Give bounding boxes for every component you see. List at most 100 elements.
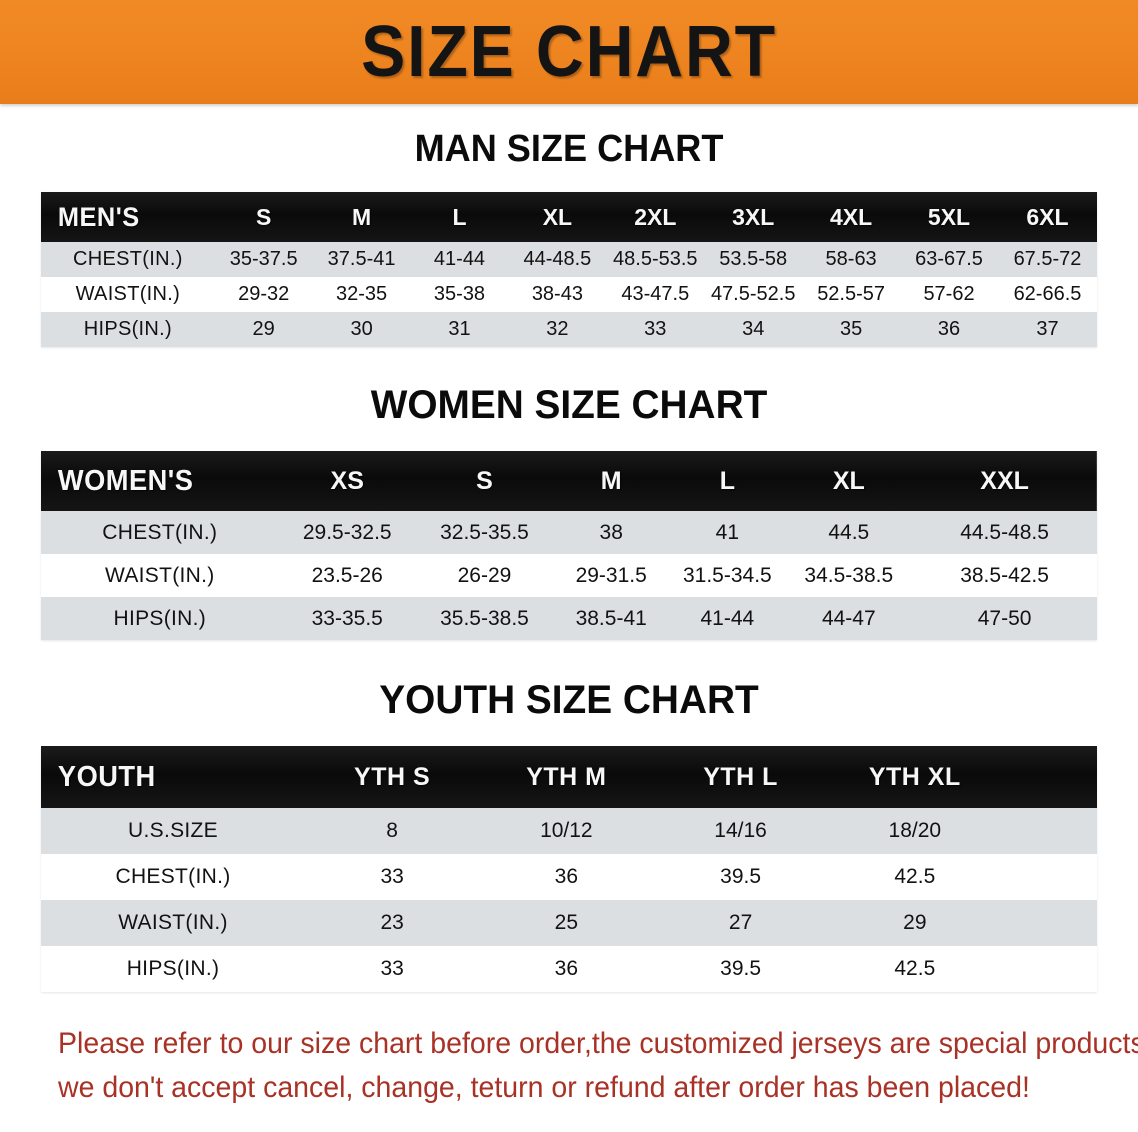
- youth-size-table: YOUTH YTH S YTH M YTH L YTH XL U.S.SIZE …: [41, 746, 1097, 992]
- man-hips-s: 29: [252, 318, 275, 340]
- man-size-table-wrapper: MEN'S S M L XL 2XL 3XL 4XL 5XL 6XL CHEST…: [41, 192, 1097, 347]
- man-size-col-2xl: 2XL: [634, 203, 677, 230]
- man-hips-l: 31: [448, 318, 471, 340]
- women-size-table-wrapper: WOMEN'S XS S M L XL XXL CHEST(IN.) 29.5-…: [41, 451, 1097, 640]
- man-row-label-waist: WAIST(IN.): [75, 283, 181, 305]
- youth-waist-xl: 29: [903, 911, 927, 934]
- youth-row-label-chest: CHEST(IN.): [115, 865, 231, 888]
- man-row-label-chest: CHEST(IN.): [73, 248, 183, 270]
- man-table-header-row: MEN'S S M L XL 2XL 3XL 4XL 5XL 6XL: [41, 192, 1097, 242]
- table-row: HIPS(IN.) 33-35.5 35.5-38.5 38.5-41 41-4…: [41, 597, 1097, 640]
- women-size-col-xl: XL: [832, 466, 865, 495]
- table-row: CHEST(IN.) 35-37.5 37.5-41 41-44 44-48.5…: [41, 242, 1097, 277]
- youth-ussize-l: 14/16: [714, 819, 767, 842]
- table-row: WAIST(IN.) 23.5-26 26-29 29-31.5 31.5-34…: [41, 554, 1097, 597]
- youth-chest-l: 39.5: [720, 865, 762, 888]
- women-waist-xl: 34.5-38.5: [804, 563, 894, 587]
- women-size-col-m: M: [600, 466, 622, 495]
- man-size-col-6xl: 6XL: [1026, 203, 1069, 230]
- women-table-header-row: WOMEN'S XS S M L XL XXL: [41, 451, 1097, 511]
- youth-row-label-ussize: U.S.SIZE: [128, 819, 218, 842]
- page-banner: SIZE CHART: [0, 0, 1138, 104]
- man-hips-xl: 32: [546, 318, 569, 340]
- women-chest-xs: 29.5-32.5: [302, 520, 392, 544]
- man-size-table: MEN'S S M L XL 2XL 3XL 4XL 5XL 6XL CHEST…: [41, 192, 1097, 347]
- women-chest-l: 41: [715, 520, 740, 544]
- table-row: U.S.SIZE 8 10/12 14/16 18/20: [41, 808, 1097, 854]
- man-size-col-l: L: [452, 203, 467, 230]
- disclaimer-line-1: Please refer to our size chart before or…: [58, 1027, 1138, 1060]
- youth-section-title: YOUTH SIZE CHART: [379, 678, 759, 722]
- women-row-label-hips: HIPS(IN.): [113, 606, 207, 630]
- youth-size-table-wrapper: YOUTH YTH S YTH M YTH L YTH XL U.S.SIZE …: [41, 746, 1097, 992]
- man-chest-4xl: 58-63: [825, 248, 877, 270]
- women-chest-xxl: 44.5-48.5: [960, 520, 1049, 544]
- women-size-col-l: L: [719, 466, 735, 495]
- man-size-col-m: M: [351, 203, 372, 230]
- man-size-col-5xl: 5XL: [927, 203, 971, 230]
- youth-ussize-m: 10/12: [540, 819, 593, 842]
- man-size-col-xl: XL: [542, 203, 573, 230]
- youth-ussize-s: 8: [386, 819, 398, 842]
- man-hips-6xl: 37: [1036, 318, 1059, 340]
- man-waist-s: 29-32: [238, 283, 290, 305]
- youth-row-spacer: [1002, 854, 1097, 900]
- women-hips-l: 41-44: [700, 606, 755, 630]
- man-chest-xl: 44-48.5: [523, 248, 592, 270]
- man-waist-5xl: 57-62: [923, 283, 975, 305]
- page-title: SIZE CHART: [361, 12, 777, 92]
- women-size-col-s: S: [476, 466, 493, 495]
- youth-hips-l: 39.5: [720, 957, 762, 980]
- man-chest-m: 37.5-41: [327, 248, 396, 270]
- women-size-col-xxl: XXL: [980, 466, 1029, 495]
- man-chest-l: 41-44: [433, 248, 486, 270]
- youth-size-col-m: YTH M: [526, 762, 607, 791]
- women-waist-m: 29-31.5: [575, 563, 647, 587]
- women-hips-xs: 33-35.5: [311, 606, 383, 630]
- youth-size-col-l: YTH L: [703, 762, 778, 791]
- man-waist-m: 32-35: [336, 283, 388, 305]
- table-row: WAIST(IN.) 23 25 27 29: [41, 900, 1097, 946]
- man-hips-2xl: 33: [644, 318, 667, 340]
- man-size-col-s: S: [256, 203, 272, 230]
- man-chest-3xl: 53.5-58: [719, 248, 788, 270]
- women-row-label-chest: CHEST(IN.): [102, 520, 218, 544]
- man-row-label-hips: HIPS(IN.): [83, 318, 172, 340]
- youth-size-col-xl: YTH XL: [868, 762, 961, 791]
- man-waist-l: 35-38: [433, 283, 486, 305]
- women-size-col-xs: XS: [330, 466, 364, 495]
- man-header-label: MEN'S: [57, 201, 140, 232]
- women-waist-xs: 23.5-26: [311, 563, 383, 587]
- table-row: WAIST(IN.) 29-32 32-35 35-38 38-43 43-47…: [41, 277, 1097, 312]
- man-waist-2xl: 43-47.5: [621, 283, 690, 305]
- man-hips-5xl: 36: [937, 318, 961, 340]
- women-hips-xl: 44-47: [821, 606, 876, 630]
- women-hips-m: 38.5-41: [575, 606, 647, 630]
- man-waist-4xl: 52.5-57: [817, 283, 886, 305]
- women-waist-s: 26-29: [457, 563, 512, 587]
- youth-row-spacer: [1002, 808, 1097, 854]
- youth-header-label: YOUTH: [57, 760, 156, 793]
- youth-size-col-s: YTH S: [354, 762, 431, 791]
- table-row: HIPS(IN.) 33 36 39.5 42.5: [41, 946, 1097, 992]
- man-chest-5xl: 63-67.5: [915, 248, 983, 270]
- youth-waist-m: 25: [554, 911, 579, 934]
- table-row: CHEST(IN.) 29.5-32.5 32.5-35.5 38 41 44.…: [41, 511, 1097, 554]
- man-waist-xl: 38-43: [531, 283, 583, 305]
- youth-ussize-xl: 18/20: [888, 819, 942, 842]
- youth-waist-l: 27: [728, 911, 753, 934]
- women-section-title: WOMEN SIZE CHART: [370, 383, 768, 427]
- women-row-label-waist: WAIST(IN.): [105, 563, 215, 587]
- disclaimer-text: Please refer to our size chart before or…: [39, 1022, 1138, 1109]
- women-chest-m: 38: [599, 520, 623, 544]
- youth-row-label-waist: WAIST(IN.): [118, 911, 228, 934]
- youth-hips-xl: 42.5: [894, 957, 936, 980]
- man-chest-s: 35-37.5: [229, 248, 298, 270]
- table-row: CHEST(IN.) 33 36 39.5 42.5: [41, 854, 1097, 900]
- man-size-col-4xl: 4XL: [830, 203, 873, 230]
- women-size-table: WOMEN'S XS S M L XL XXL CHEST(IN.) 29.5-…: [41, 451, 1097, 640]
- women-hips-xxl: 47-50: [977, 606, 1032, 630]
- man-hips-m: 30: [350, 318, 373, 340]
- man-hips-3xl: 34: [742, 318, 765, 340]
- women-chest-s: 32.5-35.5: [440, 520, 529, 544]
